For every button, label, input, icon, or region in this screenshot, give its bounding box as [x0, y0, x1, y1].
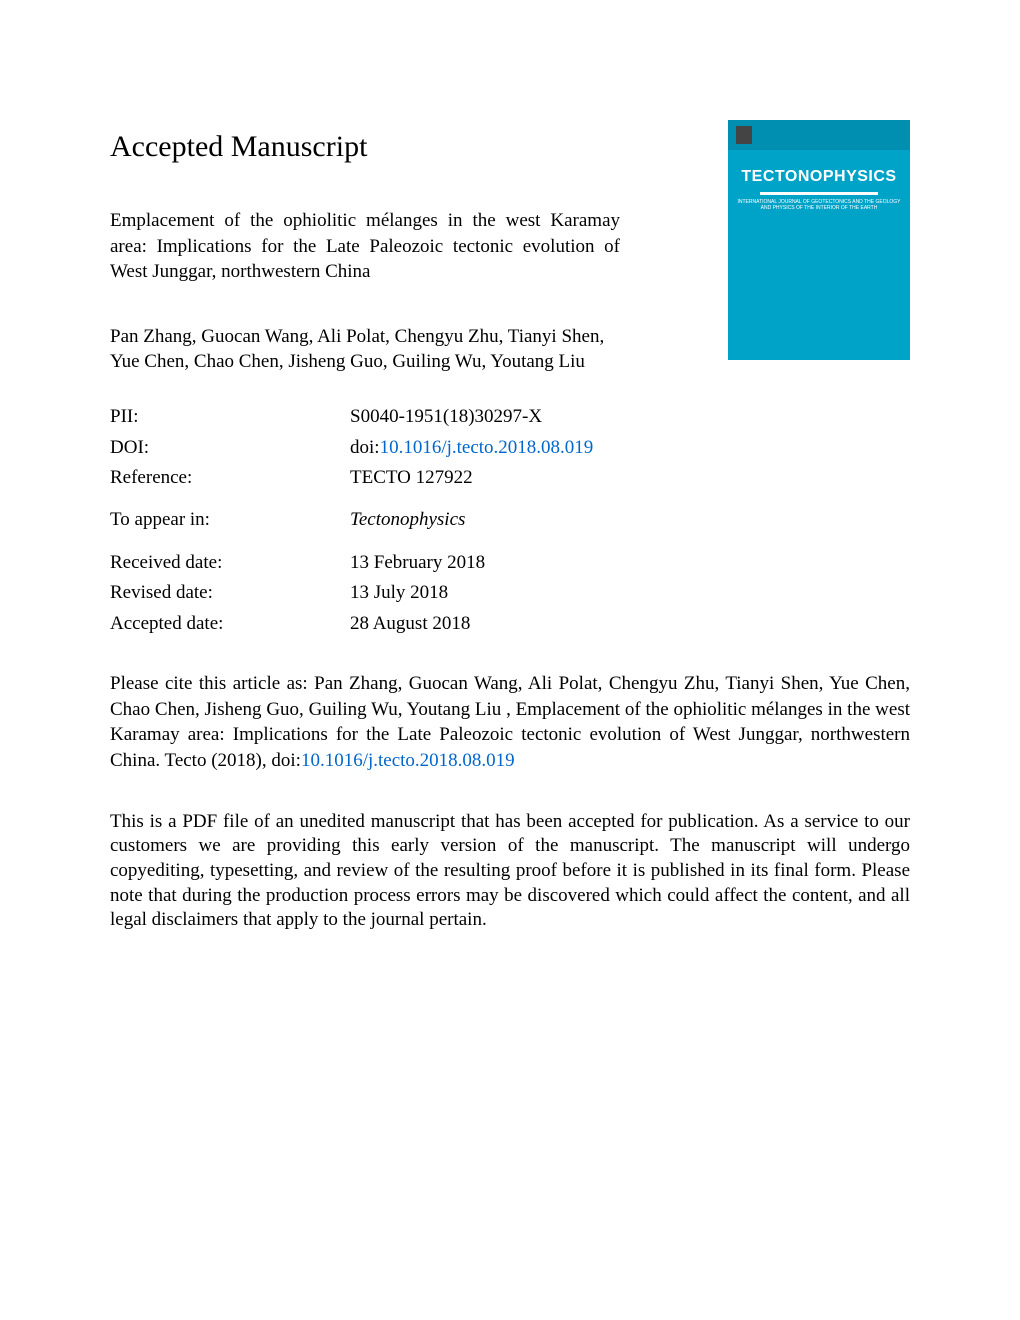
reference-value: TECTO 127922	[350, 463, 910, 493]
article-title: Emplacement of the ophiolitic mélanges i…	[110, 208, 620, 285]
received-value: 13 February 2018	[350, 548, 910, 578]
journal-cover: TECTONOPHYSICS INTERNATIONAL JOURNAL OF …	[728, 120, 910, 360]
elsevier-logo-icon	[736, 126, 752, 144]
doi-value: doi:10.1016/j.tecto.2018.08.019	[350, 433, 910, 463]
revised-value: 13 July 2018	[350, 578, 910, 608]
appear-value: Tectonophysics	[350, 505, 910, 535]
doi-prefix: doi:	[350, 437, 380, 458]
appear-label: To appear in:	[110, 505, 350, 535]
journal-cover-subtitle: INTERNATIONAL JOURNAL OF GEOTECTONICS AN…	[728, 199, 910, 211]
metadata-table: PII: S0040-1951(18)30297-X DOI: doi:10.1…	[110, 402, 910, 639]
cover-divider	[760, 192, 878, 195]
citation-text: Please cite this article as: Pan Zhang, …	[110, 671, 910, 774]
accepted-value: 28 August 2018	[350, 609, 910, 639]
doi-label: DOI:	[110, 433, 350, 463]
pii-label: PII:	[110, 402, 350, 432]
authors-list: Pan Zhang, Guocan Wang, Ali Polat, Cheng…	[110, 325, 620, 374]
reference-label: Reference:	[110, 463, 350, 493]
accepted-label: Accepted date:	[110, 609, 350, 639]
page-heading: Accepted Manuscript	[110, 130, 688, 164]
received-label: Received date:	[110, 548, 350, 578]
citation-doi-link[interactable]: 10.1016/j.tecto.2018.08.019	[301, 750, 515, 771]
disclaimer-text: This is a PDF file of an unedited manusc…	[110, 810, 910, 933]
journal-cover-title: TECTONOPHYSICS	[728, 168, 910, 186]
revised-label: Revised date:	[110, 578, 350, 608]
pii-value: S0040-1951(18)30297-X	[350, 402, 910, 432]
doi-link[interactable]: 10.1016/j.tecto.2018.08.019	[380, 437, 594, 458]
cover-header	[728, 120, 910, 150]
